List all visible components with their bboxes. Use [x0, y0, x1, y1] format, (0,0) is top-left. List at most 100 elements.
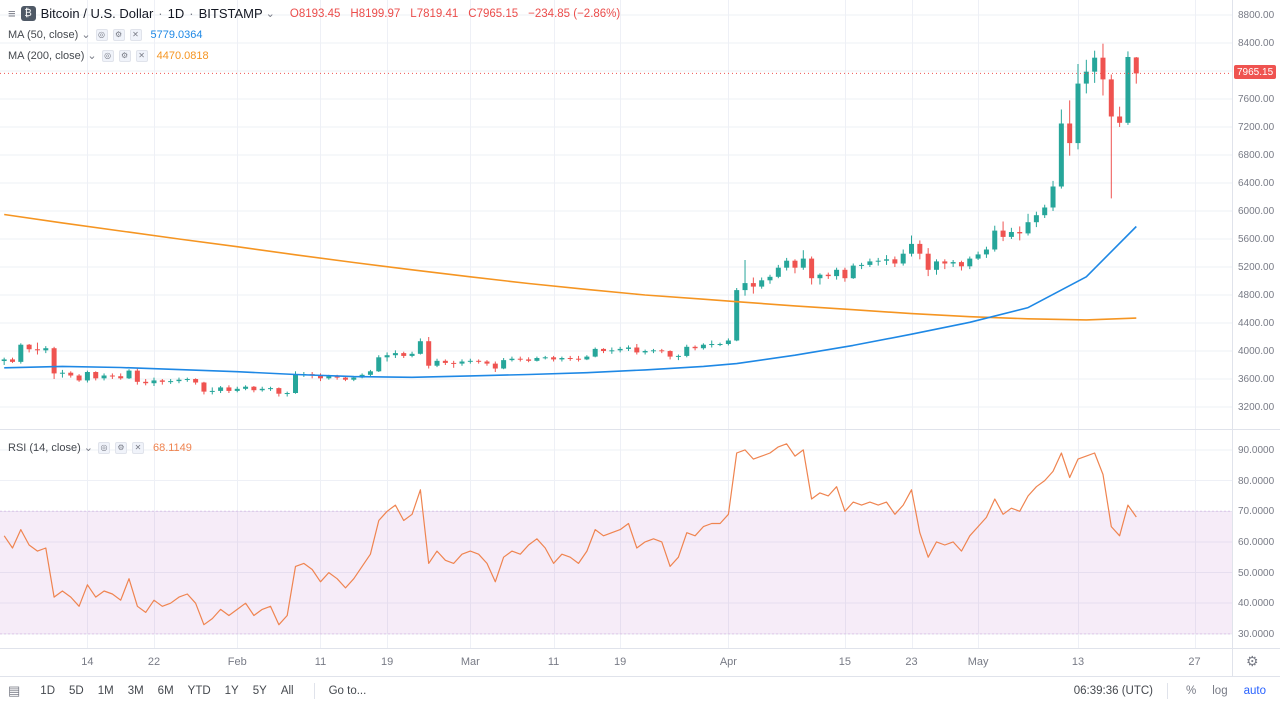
range-button-1y[interactable]: 1Y: [224, 684, 239, 697]
time-tick-label[interactable]: May: [967, 656, 989, 668]
range-button-all[interactable]: All: [280, 684, 294, 697]
separator-dot: ·: [158, 6, 163, 21]
settings-gear-icon[interactable]: ⚙: [1246, 653, 1259, 669]
rsi-tick-label: 60.0000: [1238, 536, 1275, 548]
delete-icon[interactable]: ✕: [129, 28, 142, 41]
candle-body: [850, 265, 856, 279]
ma50-label[interactable]: MA (50, close): [8, 28, 79, 41]
menu-icon[interactable]: ≡: [8, 6, 16, 21]
candle-body: [9, 359, 15, 362]
time-tick-label[interactable]: Feb: [227, 656, 247, 668]
candle-body: [1025, 222, 1031, 234]
candle-body: [1008, 232, 1014, 237]
candle-body: [251, 386, 257, 391]
time-tick-label[interactable]: 22: [147, 656, 161, 668]
main-chart-svg[interactable]: [0, 0, 1232, 429]
candle-body: [625, 347, 631, 349]
candle-body: [950, 262, 956, 264]
clock-label[interactable]: 06:39:36 (UTC): [1073, 684, 1154, 697]
candle-body: [526, 359, 532, 361]
range-button-6m[interactable]: 6M: [157, 684, 174, 697]
time-tick-label[interactable]: 27: [1188, 656, 1201, 668]
time-tick-label[interactable]: 13: [1071, 656, 1085, 668]
delete-icon[interactable]: ✕: [131, 441, 144, 454]
candles-group: [1, 43, 1139, 397]
candle-body: [634, 347, 640, 353]
visibility-icon[interactable]: ◎: [97, 441, 110, 454]
candle-body: [534, 358, 540, 361]
candle-body: [18, 344, 24, 362]
candle-body: [825, 274, 831, 277]
delete-icon[interactable]: ✕: [135, 49, 148, 62]
range-button-ytd[interactable]: YTD: [187, 684, 211, 697]
interval-label[interactable]: 1D: [167, 6, 185, 21]
time-tick-label[interactable]: 11: [547, 656, 560, 668]
settings-icon[interactable]: ⚙: [114, 441, 127, 454]
candle-body: [1042, 207, 1048, 216]
candle-body: [817, 274, 823, 279]
main-legend: ≡ ₿ Bitcoin / U.S. Dollar · 1D · BITSTAM…: [8, 6, 620, 63]
exchange-label[interactable]: BITSTAMP: [198, 6, 263, 21]
rsi-label[interactable]: RSI (14, close): [8, 441, 81, 454]
auto-scale-button[interactable]: auto: [1243, 684, 1266, 697]
caret-down-icon[interactable]: ⌄: [83, 442, 93, 454]
time-tick-label[interactable]: Apr: [719, 656, 737, 668]
visibility-icon[interactable]: ◎: [95, 28, 108, 41]
candle-body: [401, 353, 407, 356]
caret-down-icon[interactable]: ⌄: [87, 50, 97, 62]
candle-body: [151, 380, 157, 384]
goto-button[interactable]: Go to...: [328, 684, 367, 697]
time-tick-label[interactable]: Mar: [460, 656, 480, 668]
symbol-title[interactable]: Bitcoin / U.S. Dollar: [40, 6, 154, 21]
candle-body: [592, 348, 598, 357]
candle-body: [1083, 71, 1089, 84]
candle-body: [900, 253, 906, 264]
layout-panel-icon[interactable]: ▤: [8, 682, 21, 698]
range-button-3m[interactable]: 3M: [127, 684, 144, 697]
candle-body: [1058, 123, 1064, 187]
candle-body: [284, 393, 290, 395]
candle-body: [409, 353, 415, 356]
candle-body: [484, 361, 490, 364]
time-tick-label[interactable]: 11: [314, 656, 327, 668]
time-scale[interactable]: 14 22 Feb 11 19 Mar 11 19 Apr 15 23 May 13 27: [0, 649, 1232, 676]
caret-down-icon[interactable]: ⌄: [265, 8, 275, 20]
range-button-5d[interactable]: 5D: [69, 684, 84, 697]
visibility-icon[interactable]: ◎: [101, 49, 114, 62]
price-tick-label: 6000.00: [1238, 205, 1275, 217]
settings-icon[interactable]: ⚙: [112, 28, 125, 41]
range-button-5y[interactable]: 5Y: [252, 684, 267, 697]
percent-scale-button[interactable]: %: [1186, 684, 1197, 697]
candle-body: [201, 382, 207, 392]
rsi-chart-svg[interactable]: [0, 430, 1232, 648]
candle-body: [800, 258, 806, 268]
candle-body: [917, 243, 923, 254]
settings-icon[interactable]: ⚙: [118, 49, 131, 62]
rsi-tick-label: 40.0000: [1238, 598, 1275, 610]
rsi-tick-label: 30.0000: [1238, 628, 1275, 640]
time-tick-label[interactable]: 15: [838, 656, 852, 668]
candle-body: [925, 253, 931, 270]
rsi-tick-label: 90.0000: [1238, 444, 1275, 456]
ma200-label[interactable]: MA (200, close): [8, 49, 85, 62]
candle-body: [576, 358, 582, 360]
time-tick-label[interactable]: 23: [905, 656, 918, 668]
time-tick-label[interactable]: 19: [380, 656, 394, 668]
open-value: O8193.45: [289, 7, 341, 20]
time-tick-label[interactable]: 14: [81, 656, 94, 668]
price-scale[interactable]: 7965.15 8800.008400.008000.007600.007200…: [1233, 0, 1280, 648]
candle-body: [584, 356, 590, 360]
candle-body: [509, 358, 515, 361]
time-tick-label[interactable]: 19: [614, 656, 627, 668]
pane-divider[interactable]: [0, 429, 1280, 430]
range-button-1m[interactable]: 1M: [97, 684, 114, 697]
range-button-1d[interactable]: 1D: [40, 684, 55, 697]
candle-body: [909, 243, 915, 254]
candle-body: [176, 379, 182, 382]
candle-body: [884, 259, 890, 261]
log-scale-button[interactable]: log: [1212, 684, 1228, 697]
bottom-toolbar: ▤ 1D 5D 1M 3M 6M YTD 1Y 5Y All Go to... 06:39:36…: [0, 677, 1280, 704]
candle-body: [367, 371, 373, 375]
caret-down-icon[interactable]: ⌄: [81, 29, 91, 41]
price-tick-label: 4800.00: [1238, 290, 1275, 301]
